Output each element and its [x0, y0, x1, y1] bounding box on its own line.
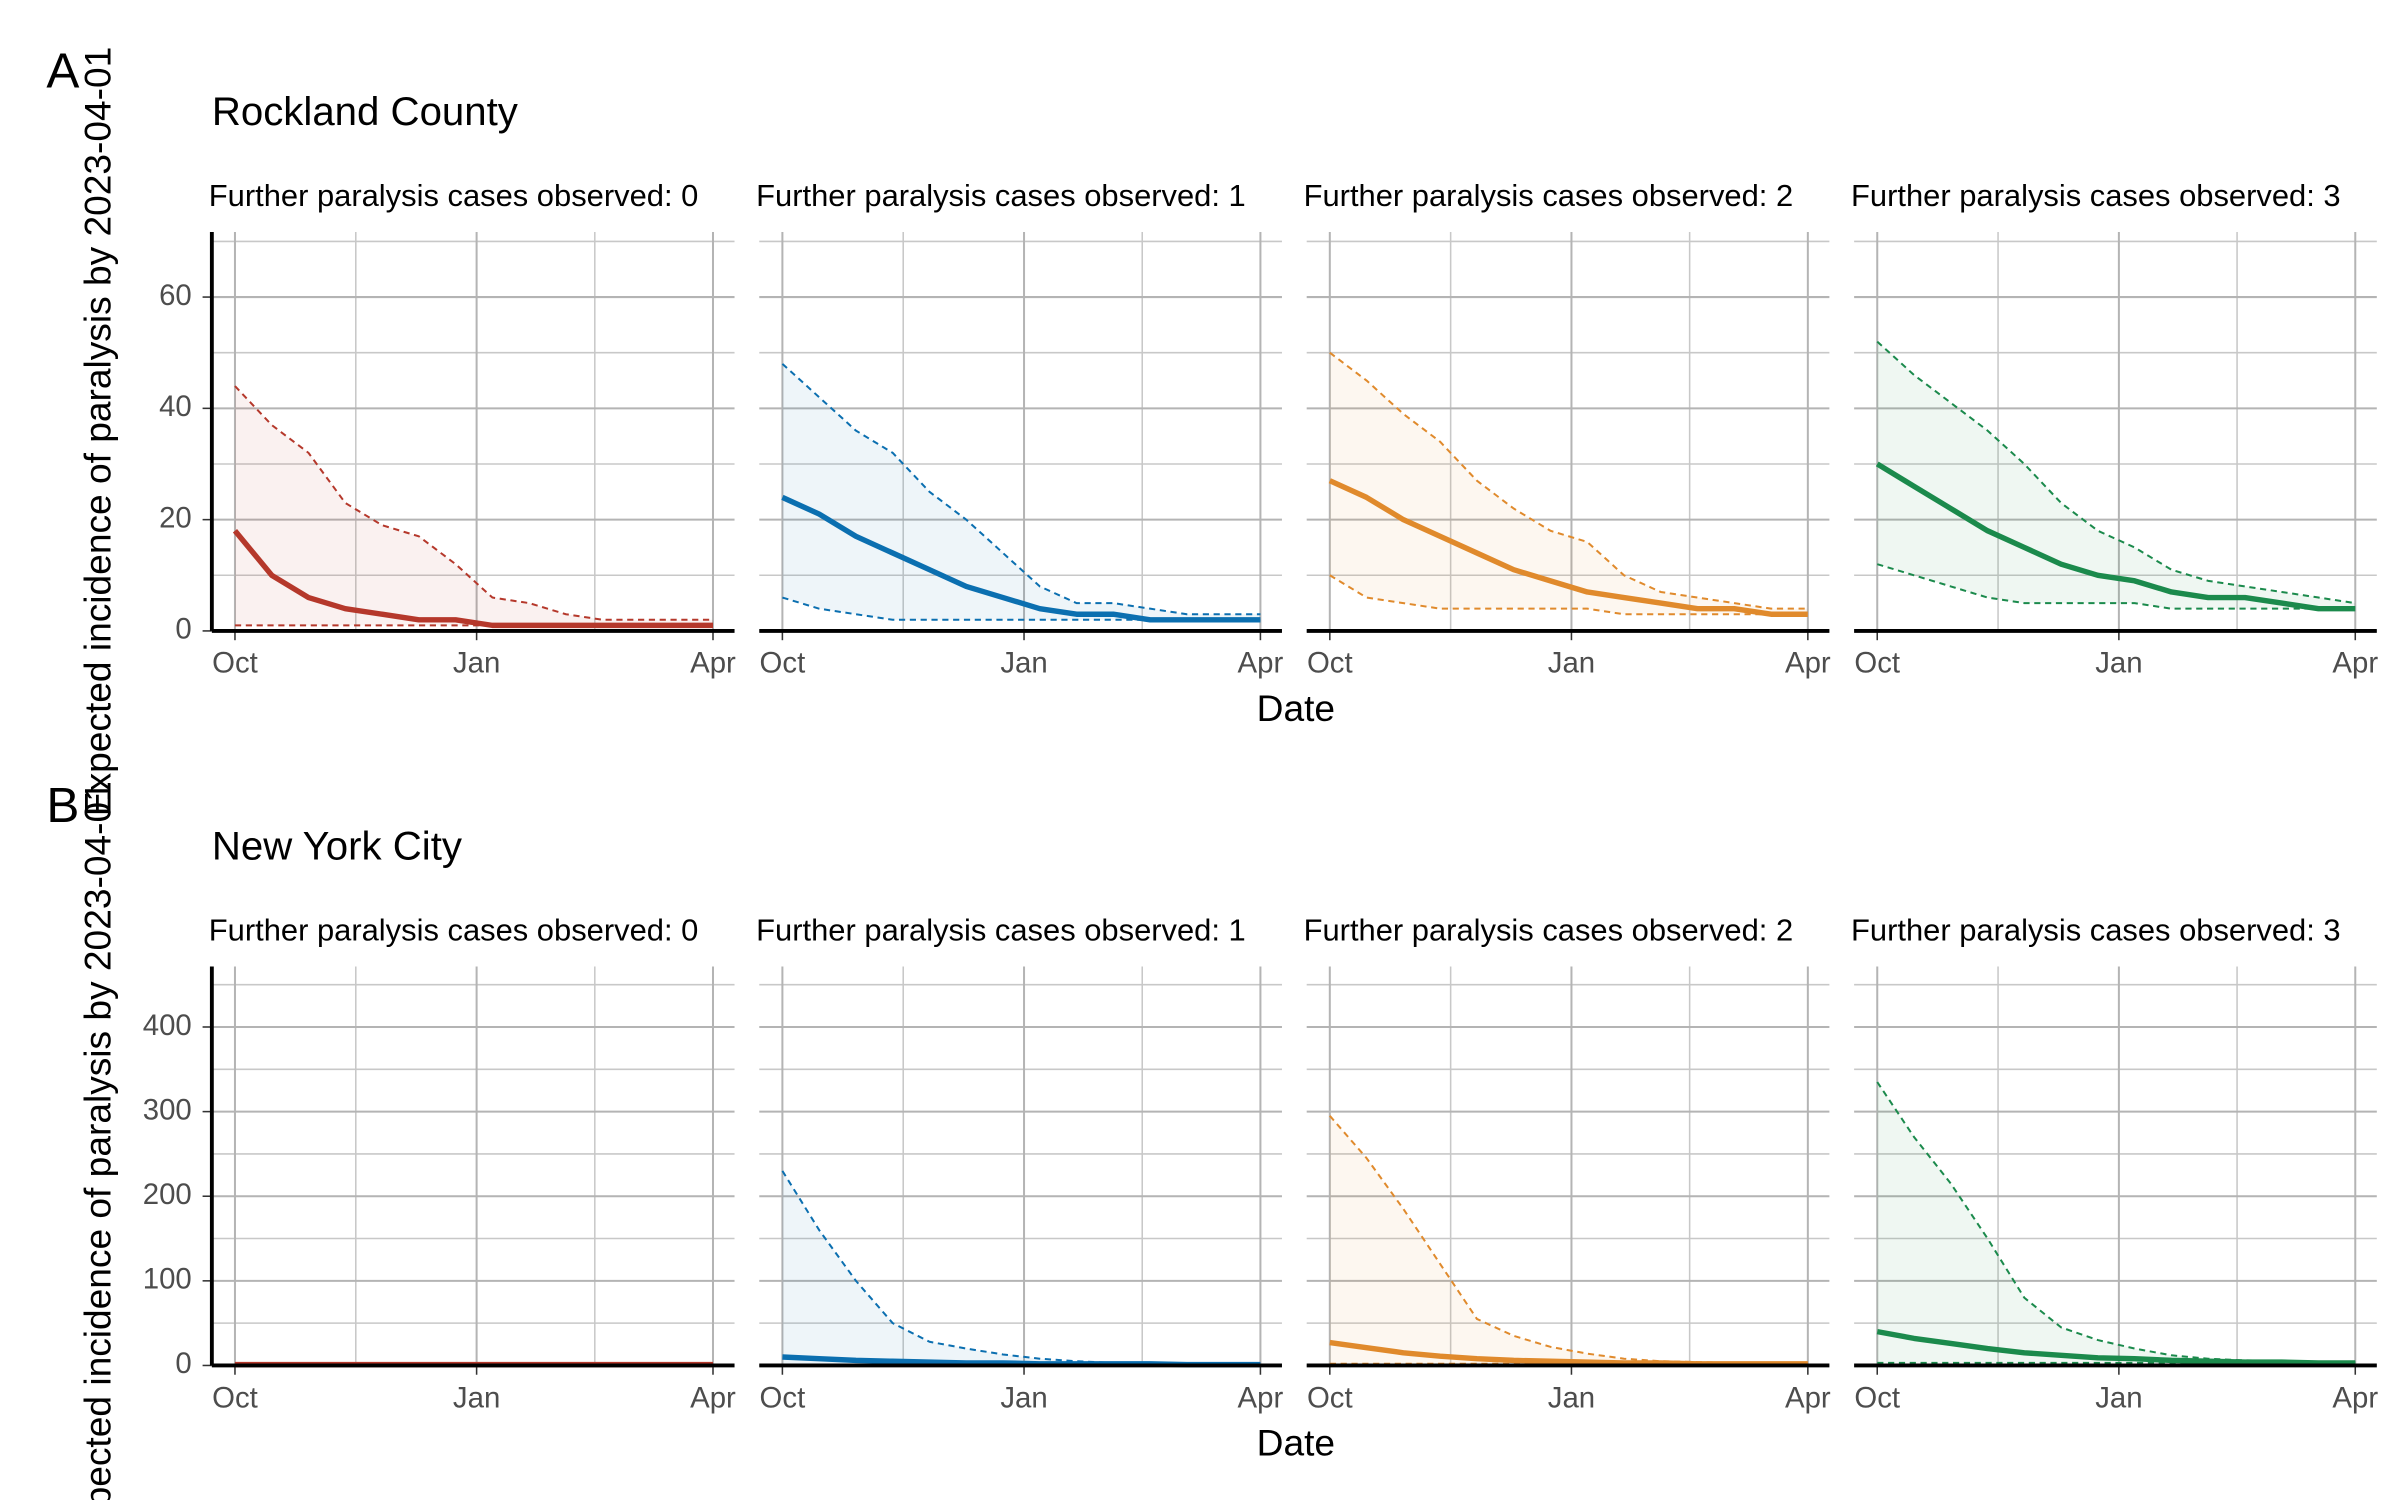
y-tick-label: 400 [143, 1009, 192, 1042]
ribbon [234, 386, 713, 626]
x-tick-label: Jan [1548, 1381, 1595, 1414]
x-tick-label: Oct [212, 1381, 258, 1414]
x-tick-label: Apr [690, 1381, 736, 1414]
y-tick-label: 0 [175, 1347, 191, 1380]
median-line [1876, 1328, 2356, 1366]
x-tick-label: Oct [1307, 647, 1353, 680]
y-tick-label: 20 [159, 501, 192, 534]
x-axis-title: Date [1257, 1422, 1335, 1464]
x-tick-label: Apr [2332, 1381, 2378, 1414]
bound-line [1876, 563, 2356, 610]
x-axis-title: Date [1257, 687, 1335, 729]
y-axis-title: Expected incidence of paralysis by 2023-… [76, 781, 118, 1500]
panel-tag: A [46, 43, 79, 98]
strip-label: Further paralysis cases observed: 3 [1851, 913, 2341, 948]
ribbon [1329, 352, 1808, 615]
bound-line [234, 385, 713, 621]
strip-label: Further paralysis cases observed: 2 [1304, 913, 1794, 948]
bound-line [1329, 1115, 1808, 1364]
x-tick-label: Jan [1548, 647, 1595, 680]
ribbon [1877, 341, 2356, 609]
x-tick-label: Apr [1785, 1381, 1831, 1414]
strip-label: Further paralysis cases observed: 1 [756, 178, 1246, 213]
panel-title: Rockland County [212, 89, 519, 134]
x-tick-label: Apr [1238, 647, 1284, 680]
x-tick-label: Oct [212, 647, 258, 680]
strip-label: Further paralysis cases observed: 0 [209, 178, 699, 213]
bound-line [781, 363, 1261, 616]
median-line [1328, 478, 1808, 617]
ribbon [782, 1170, 1261, 1365]
ribbon [1877, 1081, 2356, 1363]
x-tick-label: Jan [1000, 647, 1047, 680]
x-tick-label: Jan [453, 647, 500, 680]
x-tick-label: Jan [2095, 1381, 2142, 1414]
x-tick-label: Oct [1307, 1381, 1353, 1414]
y-tick-label: 100 [143, 1263, 192, 1296]
y-tick-label: 0 [175, 613, 191, 646]
x-tick-label: Jan [453, 1381, 500, 1414]
y-tick-label: 200 [143, 1178, 192, 1211]
bound-line [1329, 351, 1808, 610]
panel-title: New York City [212, 824, 463, 869]
y-tick-label: 300 [143, 1093, 192, 1126]
x-tick-label: Apr [2332, 647, 2378, 680]
ribbon [782, 363, 1261, 620]
x-tick-label: Apr [690, 647, 736, 680]
y-axis-title: Expected incidence of paralysis by 2023-… [76, 47, 118, 816]
ribbon [1329, 1115, 1808, 1364]
y-tick-label: 40 [159, 390, 192, 423]
median-line [781, 494, 1261, 623]
x-tick-label: Oct [1854, 1381, 1900, 1414]
y-tick-label: 60 [159, 279, 192, 312]
x-tick-label: Apr [1238, 1381, 1284, 1414]
x-tick-label: Apr [1785, 647, 1831, 680]
strip-label: Further paralysis cases observed: 1 [756, 913, 1246, 948]
strip-label: Further paralysis cases observed: 2 [1304, 178, 1794, 213]
x-tick-label: Jan [1000, 1381, 1047, 1414]
x-tick-label: Oct [1854, 647, 1900, 680]
bound-line [1329, 574, 1808, 616]
strip-label: Further paralysis cases observed: 0 [209, 913, 699, 948]
x-tick-label: Jan [2095, 647, 2142, 680]
x-tick-label: Oct [760, 1381, 806, 1414]
panel-tag: B [46, 778, 79, 833]
bound-line [1876, 340, 2356, 605]
median-line [232, 529, 713, 629]
median-line [1875, 461, 2356, 612]
x-tick-label: Oct [760, 647, 806, 680]
strip-label: Further paralysis cases observed: 3 [1851, 178, 2341, 213]
